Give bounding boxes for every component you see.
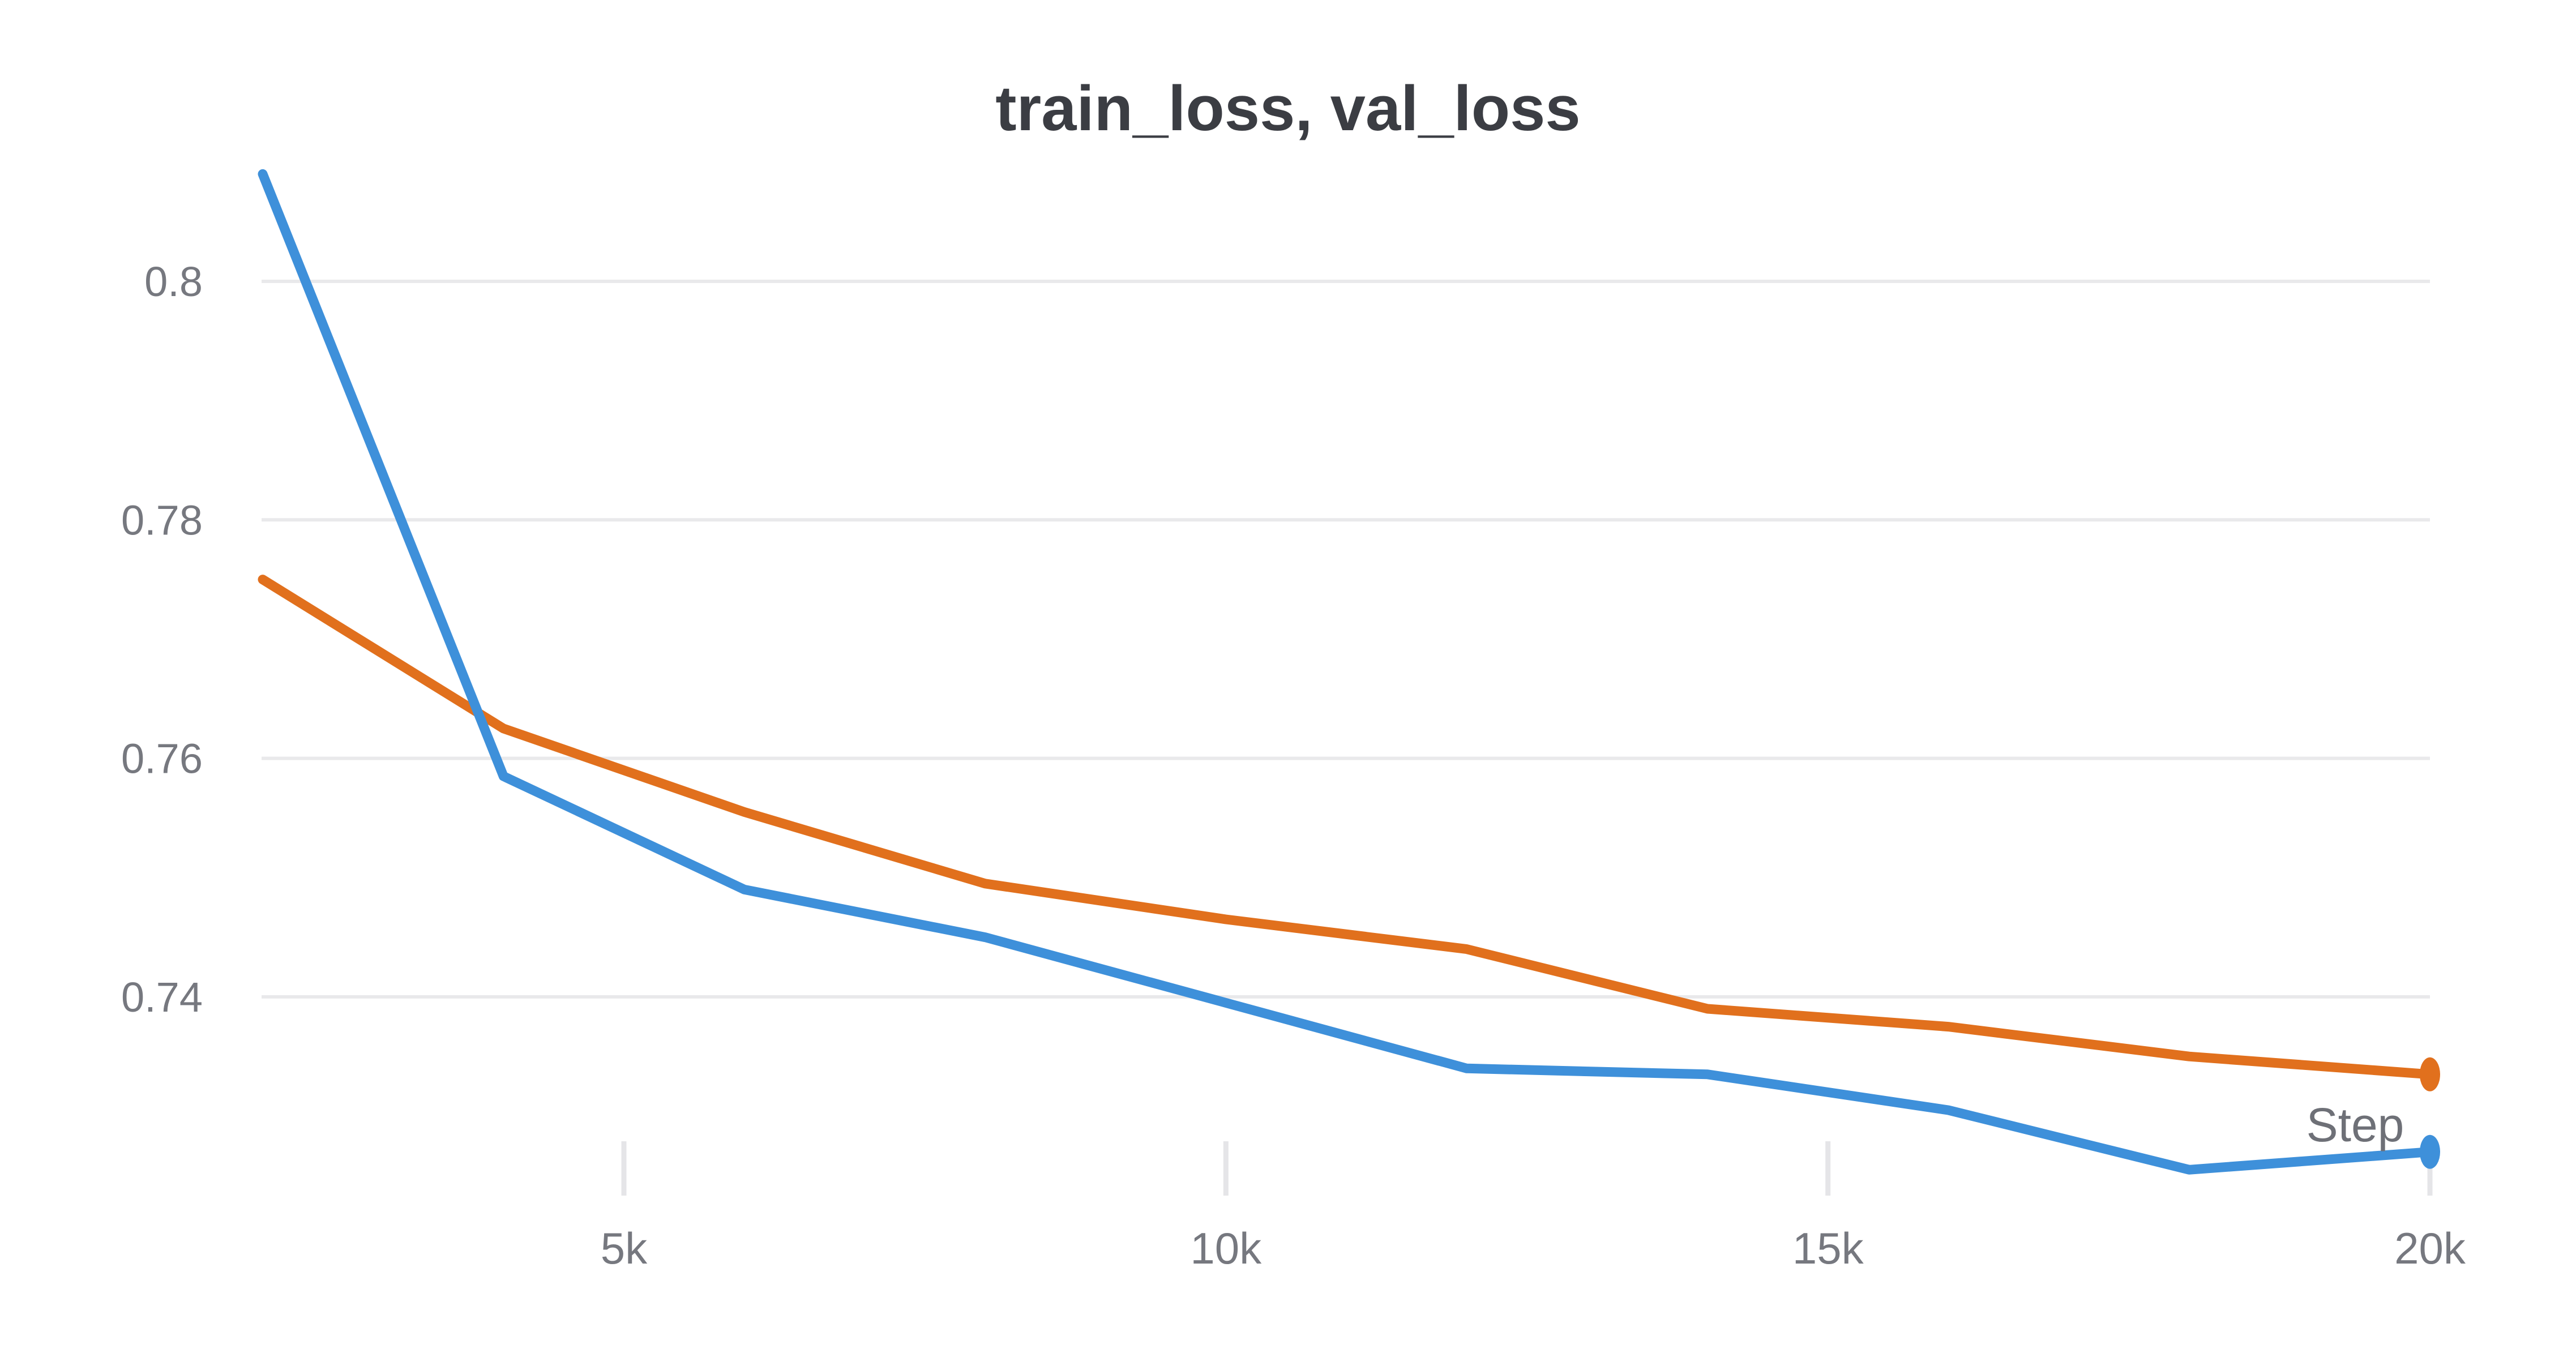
series-line-train_loss bbox=[258, 169, 2435, 1175]
y-tick-label-0.76: 0.76 bbox=[121, 735, 203, 782]
gridlines bbox=[262, 280, 2430, 999]
x-tick-label-10k: 10k bbox=[1190, 1223, 1262, 1273]
chart-title: train_loss, val_loss bbox=[995, 73, 1580, 144]
x-axis-tick-labels: 5k 10k 15k 20k bbox=[601, 1223, 2466, 1273]
x-tick-label-15k: 15k bbox=[1792, 1223, 1864, 1273]
series-lines bbox=[258, 169, 2440, 1175]
endpoint-dot-val_loss bbox=[2420, 1057, 2440, 1091]
y-tick-label-0.74: 0.74 bbox=[121, 974, 203, 1021]
x-tick-label-20k: 20k bbox=[2394, 1223, 2466, 1273]
x-axis-title: Step bbox=[2307, 1098, 2404, 1151]
endpoint-dot-train_loss bbox=[2420, 1134, 2440, 1169]
series-line-val_loss bbox=[258, 575, 2435, 1080]
x-axis-ticks bbox=[621, 1141, 2433, 1196]
y-axis-tick-labels: 0.8 0.78 0.76 0.74 bbox=[121, 258, 203, 1021]
y-tick-label-0.8: 0.8 bbox=[144, 258, 203, 305]
y-tick-label-0.78: 0.78 bbox=[121, 496, 203, 543]
x-tick-label-5k: 5k bbox=[601, 1223, 648, 1273]
